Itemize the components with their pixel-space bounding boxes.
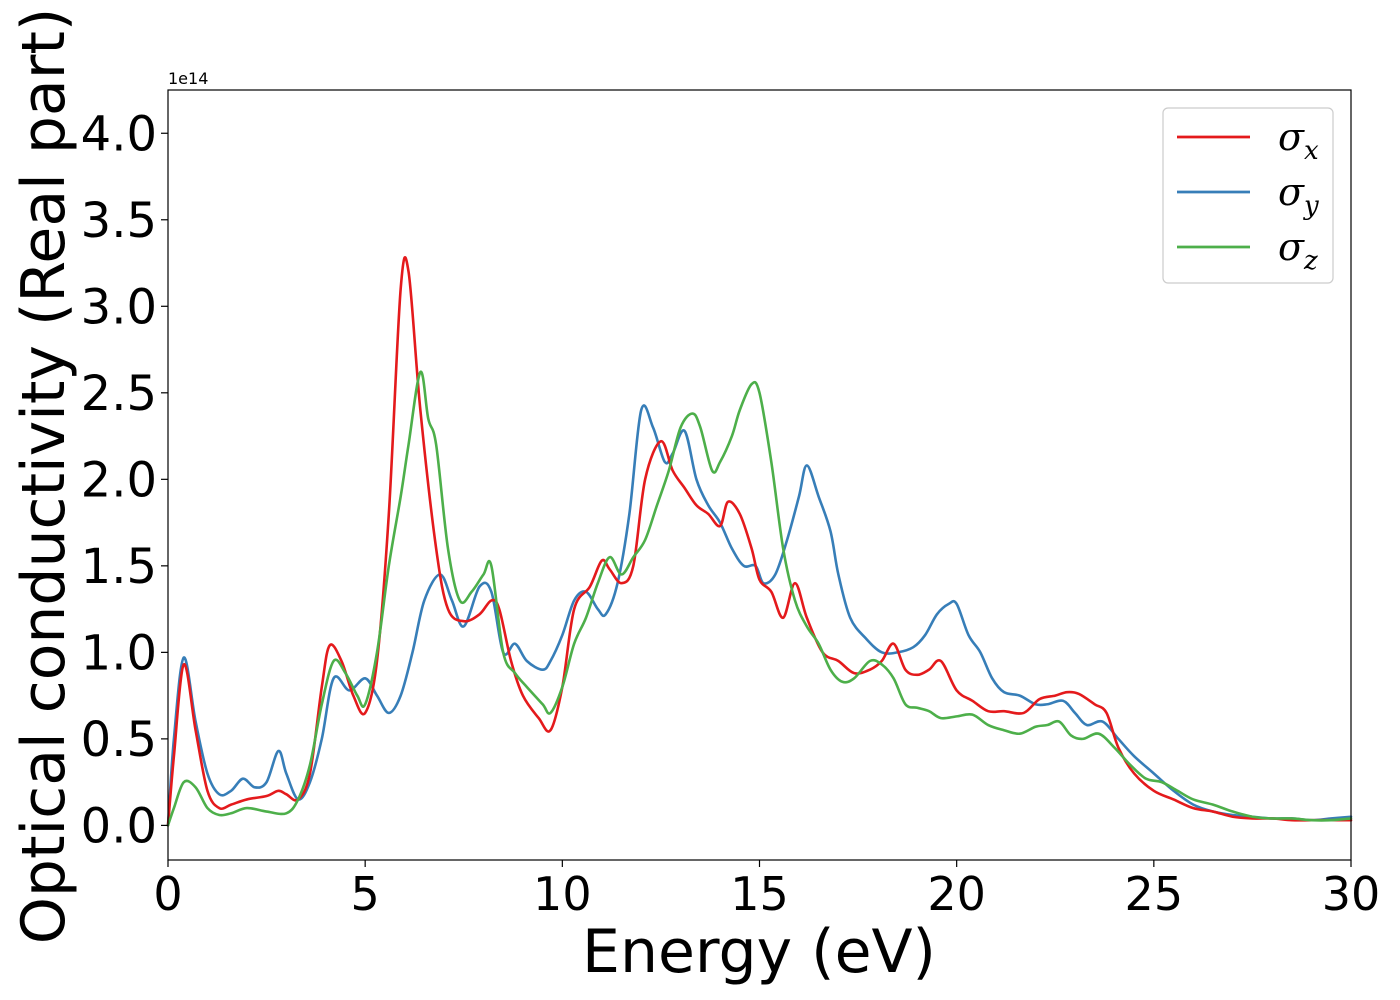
y-axis-title: Optical conductivity (Real part) [9,8,79,945]
x-tick-label: 20 [927,867,986,921]
y-tick-label: 4.0 [81,106,157,162]
y-tick-label: 1.5 [81,539,157,595]
x-tick-label: 5 [351,867,380,921]
x-tick-label: 15 [730,867,789,921]
x-tick-label: 10 [533,867,592,921]
y-tick-label: 3.5 [81,193,157,249]
plot-area [168,90,1351,860]
x-axis-ticks: 0 5 10 15 20 25 30 [153,860,1380,921]
legend-box [1162,107,1334,284]
series-line-y [166,404,1353,827]
y-tick-label: 1.0 [81,625,157,681]
x-tick-label: 30 [1322,867,1381,921]
y-tick-label: 2.0 [81,452,157,508]
y-axis-ticks: 0.0 0.5 1.0 1.5 2.0 2.5 3.0 3.5 4.0 [81,106,168,854]
x-tick-label: 0 [153,867,182,921]
y-tick-label: 0.0 [81,798,157,854]
series-line-x [166,256,1353,827]
x-axis-title: Energy (eV) [582,917,936,987]
x-tick-label: 25 [1125,867,1184,921]
offset-text: 1e14 [168,69,208,88]
series-layer [166,256,1353,827]
y-tick-label: 0.5 [81,712,157,768]
y-tick-label: 2.5 [81,366,157,422]
y-tick-label: 3.0 [81,279,157,335]
series-line-z [166,370,1353,827]
